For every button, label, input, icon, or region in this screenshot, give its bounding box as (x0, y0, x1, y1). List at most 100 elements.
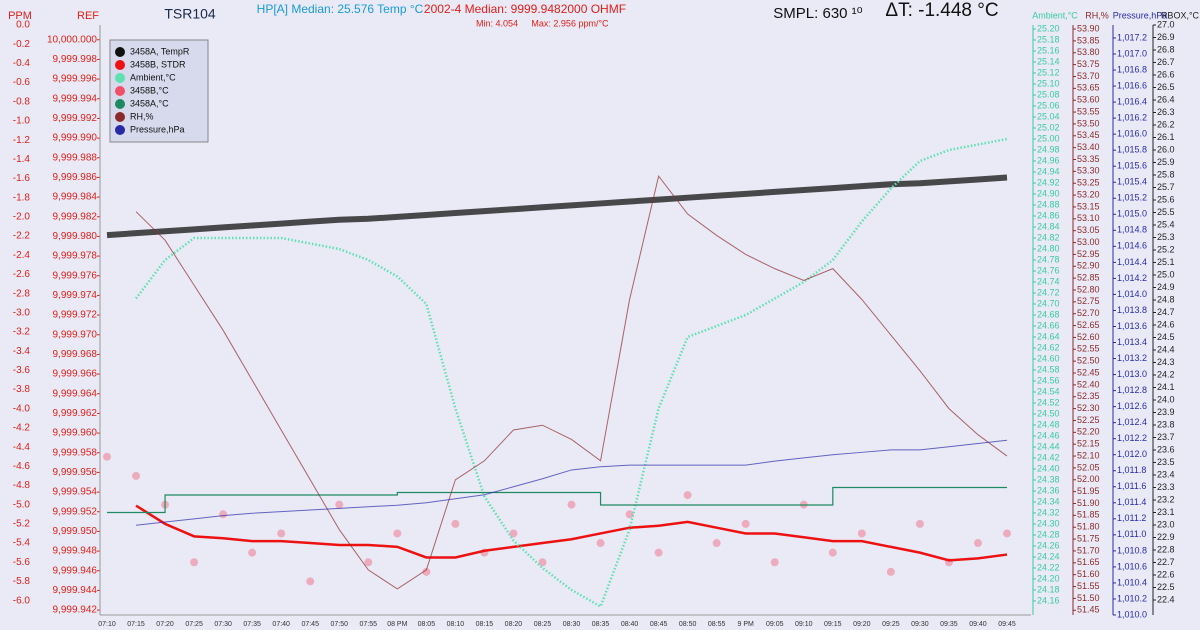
y-tick-label: -2.8 (13, 288, 31, 299)
scatter-point (828, 548, 837, 557)
scatter-point (770, 558, 779, 567)
y-tick-label: 1,013.2 (1117, 353, 1147, 363)
y-tick-label: 1,014.4 (1117, 257, 1147, 267)
legend-marker (115, 60, 125, 70)
x-tick-label: 09:05 (766, 621, 784, 628)
y-tick-label: 22.7 (1157, 557, 1175, 567)
series-line (107, 486, 1007, 514)
y-tick-label: 24.42 (1037, 452, 1060, 462)
y-tick-label: 24.70 (1037, 298, 1060, 308)
series-line (135, 504, 1008, 562)
scatter-point (509, 529, 518, 538)
y-tick-label: 1,010.8 (1117, 545, 1147, 555)
y-tick-label: 1,014.6 (1117, 241, 1147, 251)
y-tick-label: 25.2 (1157, 244, 1175, 254)
y-tick-label: 53.25 (1077, 178, 1100, 188)
series-line (135, 174, 1008, 590)
y-tick-label: 1,013.0 (1117, 369, 1147, 379)
y-tick-label: 24.0 (1157, 394, 1175, 404)
y-tick-label: 24.22 (1037, 562, 1060, 572)
y-tick-label: 9,999.944 (53, 585, 98, 596)
axis-title: Ambient,°C (1032, 10, 1078, 20)
y-tick-label: 9,999.964 (53, 388, 98, 399)
y-tick-label: 24.40 (1037, 463, 1060, 473)
y-tick-label: 24.50 (1037, 408, 1060, 418)
y-tick-label: 9,999.960 (53, 428, 98, 439)
y-tick-label: 9,999.978 (53, 251, 98, 262)
y-tick-label: -5.0 (13, 499, 31, 510)
y-tick-label: 1,013.6 (1117, 321, 1147, 331)
legend-label: RH,% (130, 111, 154, 121)
y-tick-label: 53.65 (1077, 83, 1100, 93)
legend-marker (115, 99, 125, 109)
y-tick-label: 24.30 (1037, 518, 1060, 528)
axis-title: Pressure,hPa (1113, 10, 1168, 20)
y-tick-label: -4.6 (13, 461, 31, 472)
y-tick-label: 24.80 (1037, 243, 1060, 253)
y-tick-label: 1,015.0 (1117, 209, 1147, 219)
x-tick-label: 07:55 (360, 621, 378, 628)
y-tick-label: 25.9 (1157, 157, 1175, 167)
x-tick-label: 08:20 (505, 621, 523, 628)
y-tick-label: 25.20 (1037, 23, 1060, 33)
x-tick-label: 08:40 (621, 621, 639, 628)
y-tick-label: 52.10 (1077, 450, 1100, 460)
y-tick-label: 26.9 (1157, 32, 1175, 42)
x-tick-label: 08:10 (447, 621, 465, 628)
y-tick-label: -3.0 (13, 307, 31, 318)
legend-marker (115, 86, 125, 96)
y-tick-label: 53.55 (1077, 106, 1100, 116)
y-tick-label: -1.4 (13, 154, 31, 165)
scatter-point (190, 558, 199, 567)
y-tick-label: 26.4 (1157, 94, 1175, 104)
x-tick-label: 09:45 (998, 621, 1016, 628)
x-tick-label: 08:05 (418, 621, 436, 628)
y-tick-label: 24.16 (1037, 595, 1060, 605)
y-tick-label: 26.6 (1157, 69, 1175, 79)
y-tick-label: 25.4 (1157, 219, 1175, 229)
y-tick-label: 9,999.968 (53, 349, 98, 360)
series-line (135, 137, 1008, 609)
y-tick-label: 51.50 (1077, 593, 1100, 603)
x-tick-label: 08:25 (534, 621, 552, 628)
y-tick-label: 9,999.984 (53, 192, 98, 203)
y-tick-label: 24.26 (1037, 540, 1060, 550)
y-tick-label: 26.2 (1157, 119, 1175, 129)
y-tick-label: 52.35 (1077, 391, 1100, 401)
annotation: Max: 2.956 ppm/°C (531, 18, 609, 28)
legend-label: 3458A,°C (130, 98, 169, 108)
y-tick-label: 51.75 (1077, 533, 1100, 543)
y-tick-label: 1,011.6 (1117, 481, 1146, 491)
scatter-point (393, 529, 402, 538)
y-tick-label: 24.38 (1037, 474, 1060, 484)
y-tick-label: 24.36 (1037, 485, 1060, 495)
y-tick-label: 51.60 (1077, 569, 1100, 579)
y-tick-label: 25.10 (1037, 78, 1060, 88)
y-tick-label: 24.28 (1037, 529, 1060, 539)
y-tick-label: 22.6 (1157, 569, 1175, 579)
y-tick-label: 24.84 (1037, 221, 1060, 231)
y-tick-label: 25.6 (1157, 194, 1175, 204)
y-tick-label: 25.08 (1037, 89, 1060, 99)
axis-title: REF (77, 10, 99, 22)
y-tick-label: 1,017.2 (1117, 32, 1147, 42)
y-tick-label: 53.00 (1077, 237, 1100, 247)
y-tick-label: 25.7 (1157, 182, 1175, 192)
x-tick-label: 09:30 (911, 621, 929, 628)
y-tick-label: 53.15 (1077, 201, 1100, 211)
y-tick-label: 24.20 (1037, 573, 1060, 583)
y-tick-label: 24.92 (1037, 177, 1060, 187)
y-tick-label: 24.2 (1157, 369, 1175, 379)
y-tick-label: 9,999.972 (53, 310, 98, 321)
y-tick-label: 9,999.970 (53, 329, 98, 340)
y-tick-label: 1,010.0 (1117, 609, 1147, 619)
y-tick-label: 24.64 (1037, 331, 1060, 341)
y-tick-label: -3.6 (13, 365, 31, 376)
y-tick-label: 23.3 (1157, 482, 1175, 492)
y-tick-label: 1,011.2 (1117, 513, 1146, 523)
y-tick-label: 24.18 (1037, 584, 1060, 594)
y-tick-label: 24.60 (1037, 353, 1060, 363)
y-tick-label: 53.70 (1077, 71, 1100, 81)
y-tick-label: 51.95 (1077, 486, 1100, 496)
